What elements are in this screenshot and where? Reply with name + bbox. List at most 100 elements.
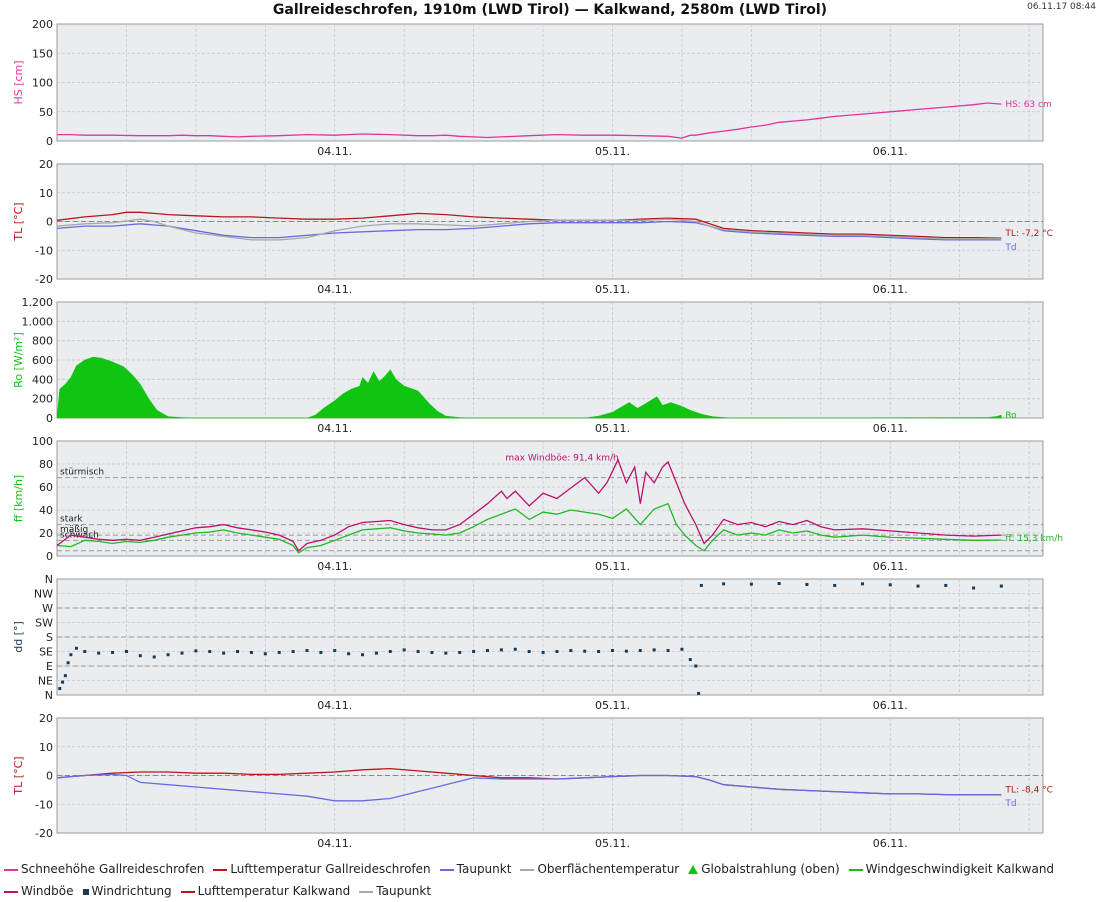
annotation: max Windböe: 91,4 km/h (505, 454, 618, 464)
direction-point (666, 649, 670, 653)
direction-point (388, 650, 392, 653)
legend-label: Taupunkt (456, 862, 512, 876)
direction-point (305, 649, 309, 653)
y-tick-label: -10 (35, 244, 53, 257)
direction-point (777, 582, 781, 586)
y-tick-label: 0 (46, 770, 53, 783)
annotation: Td (1004, 243, 1016, 253)
legend-item: Lufttemperatur Gallreideschrofen (213, 858, 431, 880)
x-tick-label: 04.11. (317, 560, 352, 573)
series-line-2 (56, 218, 1002, 241)
y-tick-label: NW (34, 588, 53, 601)
direction-point (208, 650, 212, 653)
y-tick-label: 150 (32, 47, 53, 60)
y-tick-label: E (46, 660, 53, 673)
legend-item: Lufttemperatur Kalkwand (180, 880, 351, 902)
y-axis-label: TL [°C] (12, 756, 25, 795)
direction-point (333, 649, 337, 653)
y-axis-label: HS [cm] (12, 60, 25, 104)
x-tick-label: 05.11. (595, 699, 630, 712)
x-tick-label: 06.11. (873, 699, 908, 712)
x-tick-label: 05.11. (595, 145, 630, 158)
direction-point (699, 583, 703, 587)
legend-swatch (4, 890, 18, 893)
x-tick-label: 06.11. (873, 837, 908, 850)
direction-point (499, 648, 503, 652)
direction-point (569, 649, 573, 653)
legend-label: Windböe (21, 884, 74, 898)
legend-swatch (439, 868, 454, 871)
series-radiation-area (56, 356, 1002, 419)
y-tick-label: 200 (32, 393, 53, 406)
legend-swatch (688, 865, 699, 874)
y-tick-label: 100 (32, 435, 53, 448)
legend-label: Windrichtung (91, 884, 172, 898)
direction-point (999, 584, 1003, 588)
y-tick-label: 0 (46, 412, 53, 425)
panel-tl1: -20 -10 0 10 20 04.11. 05.11. 06.11. TL [°C] TL: … (12, 158, 1053, 296)
legend-label: Globalstrahlung (oben) (701, 862, 840, 876)
legend: Schneehöhe Gallreideschrofen Lufttemperat… (4, 858, 1096, 902)
x-tick-label: 04.11. (317, 283, 352, 296)
direction-point (697, 691, 701, 695)
legend-item: Schneehöhe Gallreideschrofen (4, 858, 204, 880)
y-tick-label: 1.200 (22, 296, 54, 309)
direction-point (222, 651, 226, 655)
annotation: HS: 63 cm (1005, 100, 1051, 110)
annotation: TL: -7,2 °C (1004, 229, 1053, 239)
y-tick-label: 1.000 (22, 315, 54, 328)
y-tick-label: 50 (39, 106, 53, 119)
y-tick-label: 20 (39, 158, 53, 171)
y-tick-label: 80 (39, 458, 53, 471)
legend-label: Lufttemperatur Kalkwand (197, 884, 351, 898)
y-tick-label: -10 (35, 798, 53, 811)
y-tick-label: 60 (39, 481, 53, 494)
direction-point (972, 586, 976, 590)
y-tick-label: 40 (39, 504, 53, 517)
direction-point (74, 646, 78, 650)
direction-point (58, 687, 62, 691)
panel-ro: 0 200 400 600 800 1.000 1.200 04.11. 05.11. 06.11… (12, 296, 1044, 435)
legend-item: Windgeschwindigkeit Kalkwand (848, 858, 1054, 880)
panel-hs: 0 50 100 150 200 04.11. 05.11. 06.11. HS [cm] HS:… (12, 18, 1052, 158)
series-line-1 (56, 220, 1002, 241)
direction-point (694, 664, 698, 668)
direction-point (249, 650, 253, 654)
y-axis-label: dd [°] (12, 621, 25, 653)
series-line-0 (57, 102, 1002, 139)
legend-label: Oberflächentemperatur (537, 862, 680, 876)
direction-point (805, 582, 809, 586)
y-tick-label: 0 (46, 550, 53, 563)
y-tick-label: 400 (32, 373, 53, 386)
panel-tl2: -20 -10 0 10 20 04.11. 05.11. 06.11. TL [°C] TL: … (12, 712, 1053, 850)
x-tick-label: 06.11. (873, 145, 908, 158)
legend-item: Windrichtung (82, 880, 172, 902)
y-tick-label: 100 (32, 77, 53, 90)
direction-point (66, 661, 70, 665)
y-axis-label: ff [km/h] (12, 475, 25, 522)
y-tick-label: 10 (39, 741, 53, 754)
x-tick-label: 06.11. (873, 422, 908, 435)
legend-swatch (359, 890, 374, 893)
y-tick-label: 800 (32, 335, 53, 348)
direction-point (277, 650, 281, 654)
direction-point (458, 650, 462, 654)
direction-point (624, 649, 628, 653)
y-tick-label: 20 (39, 712, 53, 725)
direction-point (111, 650, 115, 654)
direction-point (402, 648, 406, 652)
direction-point (97, 651, 101, 655)
legend-item: Oberflächentemperatur (520, 858, 679, 880)
direction-point (444, 651, 448, 655)
x-tick-label: 04.11. (317, 145, 352, 158)
timestamp: 06.11.17 08:44 (1027, 2, 1096, 12)
direction-point (472, 650, 476, 653)
legend-swatch (4, 868, 18, 871)
wind-ref-label: stürmisch (60, 468, 104, 478)
annotation: ff: 15,3 km/h (1005, 534, 1063, 544)
x-tick-label: 05.11. (595, 422, 630, 435)
direction-point (688, 658, 692, 662)
legend-swatch (520, 868, 535, 871)
direction-point (541, 650, 545, 654)
